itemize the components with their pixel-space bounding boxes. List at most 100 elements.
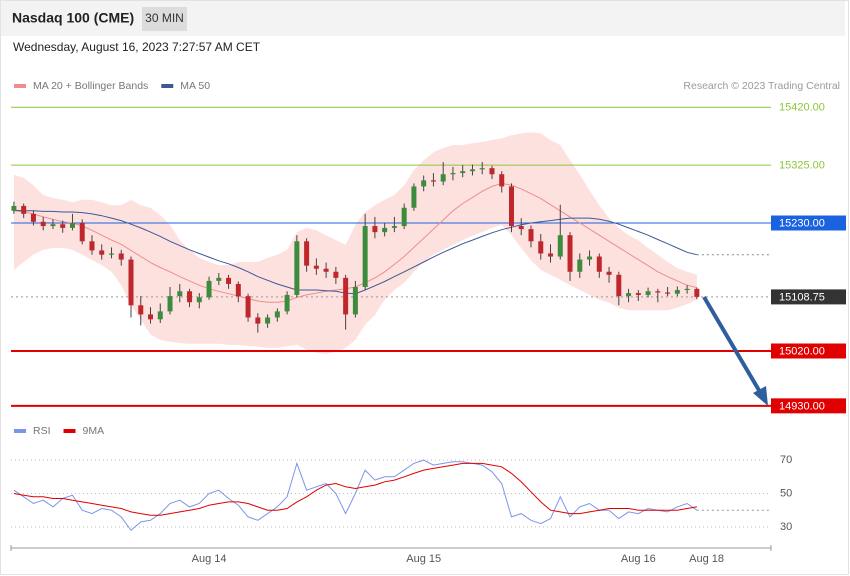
candle-body — [89, 241, 95, 251]
legend-swatch — [63, 429, 76, 433]
candle-body — [479, 168, 485, 170]
candle-body — [635, 293, 641, 295]
candle-body — [518, 226, 524, 230]
legend-label: 9MA — [83, 425, 105, 437]
candle-body — [391, 226, 397, 228]
candle-body — [167, 296, 173, 312]
candle-body — [645, 291, 651, 295]
legend-label: MA 50 — [180, 80, 210, 92]
candle-body — [177, 291, 183, 297]
level-label: 14930.00 — [779, 400, 825, 412]
candle-body — [323, 268, 329, 272]
candle-body — [430, 180, 436, 182]
candle-body — [60, 224, 66, 228]
candle-body — [665, 292, 671, 294]
candle-body — [138, 305, 144, 315]
level-label-box — [771, 289, 846, 305]
candle-body — [684, 288, 690, 291]
level-label: 15325.00 — [779, 160, 825, 172]
candle-body — [499, 174, 505, 187]
candle-body — [245, 296, 251, 318]
candle-body — [489, 168, 495, 175]
x-tick-label: Aug 18 — [689, 553, 724, 565]
candle-body — [11, 205, 17, 211]
candle-body — [557, 235, 563, 257]
candle-body — [235, 283, 241, 297]
indicator-line — [13, 462, 697, 516]
bollinger-band — [13, 132, 697, 354]
level-label: 15020.00 — [779, 345, 825, 357]
candle-body — [196, 297, 202, 303]
candle-body — [567, 235, 573, 272]
candle-body — [226, 277, 232, 284]
y-tick-label: 70 — [780, 454, 792, 466]
x-tick-label: Aug 14 — [192, 553, 227, 565]
candle-body — [577, 259, 583, 272]
candle-body — [674, 290, 680, 294]
candle-body — [333, 271, 339, 278]
timestamp: Wednesday, August 16, 2023 7:27:57 AM CE… — [13, 40, 261, 54]
candle-body — [626, 293, 632, 297]
candle-body — [382, 227, 388, 233]
x-tick-label: Aug 16 — [621, 553, 656, 565]
legend-swatch — [161, 84, 174, 88]
level-label: 15230.00 — [779, 217, 825, 229]
candle-body — [528, 229, 534, 242]
legend-swatch — [14, 429, 26, 433]
candle-body — [99, 250, 105, 255]
candle-body — [508, 186, 514, 227]
candle-body — [469, 169, 475, 172]
instrument-title: Nasdaq 100 (CME) — [12, 10, 134, 26]
candle-body — [108, 253, 114, 255]
candle-body — [40, 221, 46, 227]
candle-body — [284, 294, 290, 312]
candle-body — [216, 277, 222, 281]
header-bar — [1, 1, 845, 36]
candle-body — [69, 223, 75, 228]
level-label: 15108.75 — [779, 291, 825, 303]
level-label-box — [771, 398, 846, 414]
candle-body — [343, 277, 349, 315]
interval-label[interactable]: 30 MIN — [145, 11, 184, 25]
level-label-box — [771, 343, 846, 359]
candle-body — [411, 186, 417, 208]
candle-body — [538, 241, 544, 254]
credit: Research © 2023 Trading Central — [683, 80, 840, 92]
candle-body — [694, 288, 700, 297]
candle-body — [616, 274, 622, 297]
candle-body — [21, 205, 27, 214]
candle-body — [450, 173, 456, 175]
arrow-head — [753, 386, 768, 406]
candle-body — [50, 224, 56, 227]
candle-body — [352, 287, 358, 315]
candle-body — [655, 291, 661, 293]
y-tick-label: 50 — [780, 487, 792, 499]
candle-body — [606, 271, 612, 275]
y-tick-label: 30 — [780, 521, 792, 533]
forecast-arrow — [702, 295, 768, 406]
x-tick-label: Aug 15 — [406, 553, 441, 565]
candle-body — [118, 253, 124, 260]
candle-body — [440, 174, 446, 182]
candle-body — [460, 171, 466, 174]
legend-label: RSI — [33, 425, 51, 437]
candle-body — [294, 241, 300, 295]
legend-swatch — [14, 84, 26, 88]
candle-body — [274, 311, 280, 318]
candle-body — [157, 311, 163, 320]
candle-body — [313, 265, 319, 269]
candle-body — [421, 180, 427, 187]
interval-badge[interactable] — [142, 7, 187, 31]
candle-body — [362, 226, 368, 287]
level-label: 15420.00 — [779, 102, 825, 114]
candle-body — [265, 317, 271, 324]
candle-body — [206, 280, 212, 298]
candle-body — [187, 291, 193, 303]
candle-body — [401, 207, 407, 227]
level-label-box — [771, 215, 846, 231]
candle-body — [128, 259, 134, 306]
candle-body — [79, 223, 85, 242]
indicator-line — [13, 459, 698, 532]
legend-label: MA 20 + Bollinger Bands — [33, 80, 148, 92]
